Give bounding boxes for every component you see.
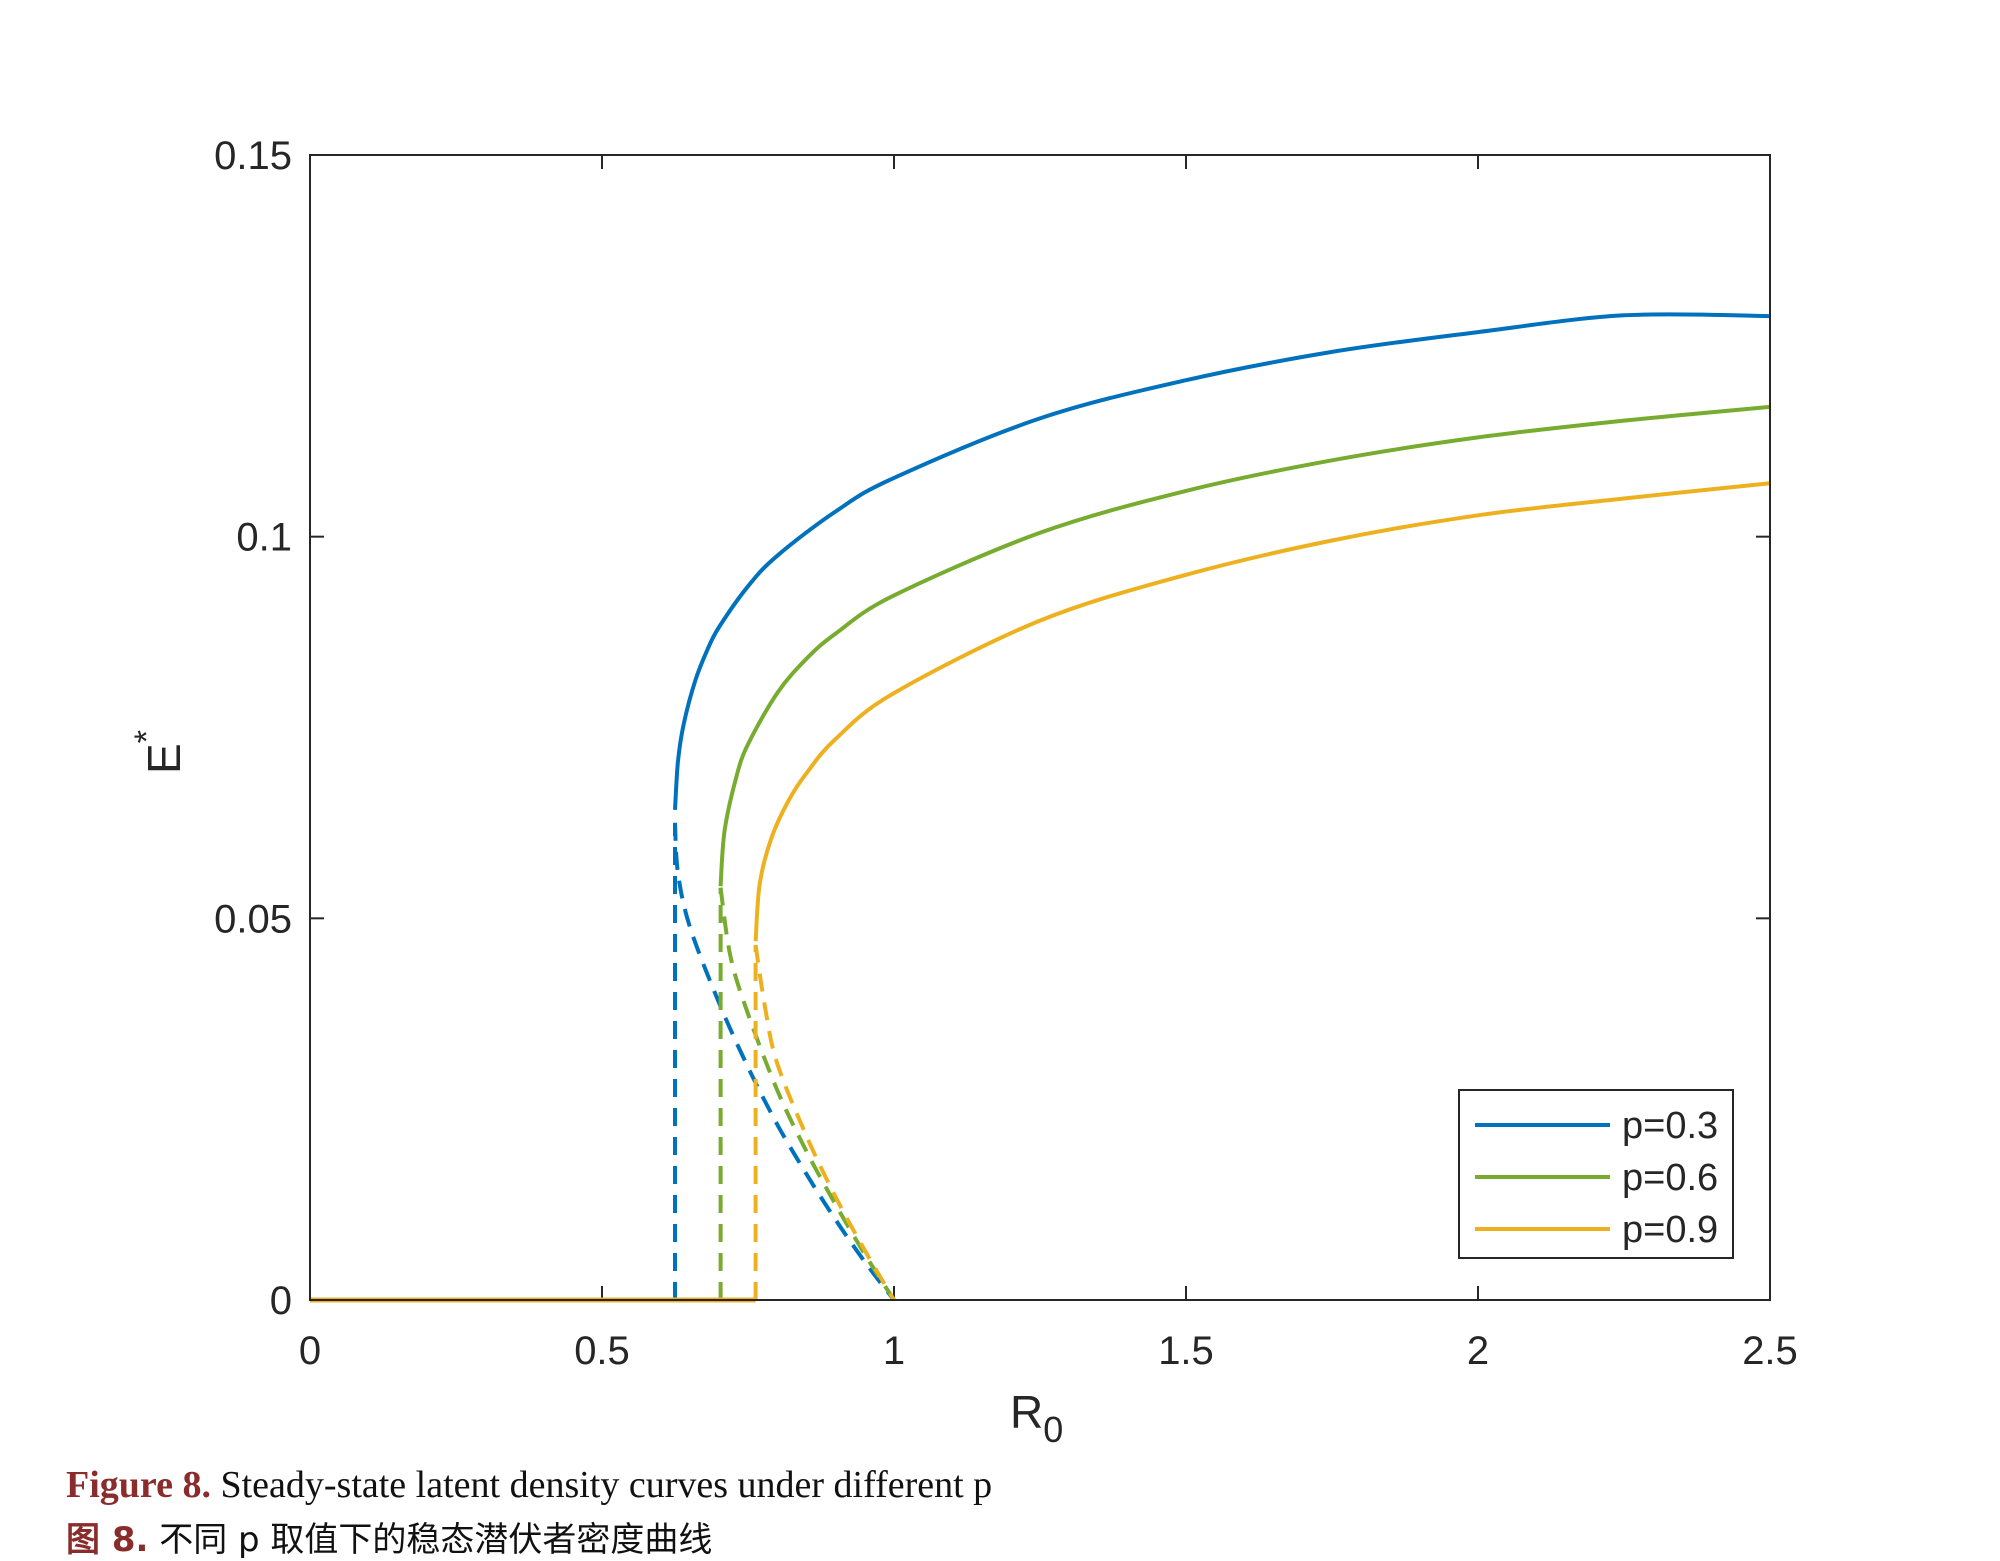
series-p-0-6 [718,404,1771,1302]
series-unstable-branch-p-0-6 [718,887,896,1302]
legend-label-p-0-6: p=0.6 [1622,1157,1718,1199]
y-tick-label: 0.05 [214,897,292,941]
series-unstable-branch-p-0-9 [753,944,896,1302]
legend-label-p-0-3: p=0.3 [1622,1105,1718,1147]
figure-caption-zh: 图 8. 不同 p 取值下的稳态潜伏者密度曲线 [66,1512,712,1561]
x-tick-label: 0 [299,1329,321,1373]
figure-caption-en: Figure 8. Steady-state latent density cu… [66,1463,992,1507]
y-tick-label: 0.1 [236,516,292,560]
y-tick-label: 0 [270,1279,292,1323]
legend: p=0.3 p=0.6 p=0.9 [1458,1089,1734,1259]
plot-frame [309,154,1771,1301]
y-axis-label: E* [128,730,190,774]
y-axis-label-main: E [138,743,190,774]
figure-caption-text-zh: 不同 p 取值下的稳态潜伏者密度曲线 [148,1520,713,1560]
series-stable-branch-p-0-3 [673,312,1771,811]
figure-label-zh: 图 8. [66,1520,149,1560]
series-stable-branch-p-0-6 [718,404,1771,887]
axis-tick-labels: 0 0.5 1 1.5 2 2.5 0 0.05 0.1 0.15 [214,134,1798,1373]
y-tick-label: 0.15 [214,134,292,178]
x-axis-label: R0 [1010,1386,1063,1450]
y-axis-label-superscript: * [128,730,166,743]
x-tick-label: 2 [1467,1329,1489,1373]
x-tick-label: 1 [883,1329,905,1373]
series-p-0-9 [753,481,1771,1302]
x-tick-label: 1.5 [1158,1329,1214,1373]
legend-label-p-0-9: p=0.9 [1622,1209,1718,1251]
x-tick-label: 0.5 [574,1329,630,1373]
figure-caption-text-en: Steady-state latent density curves under… [210,1464,993,1506]
series-stable-branch-p-0-9 [753,481,1771,942]
x-axis-label-subscript: 0 [1043,1409,1063,1450]
figure-label-en: Figure 8. [66,1464,211,1506]
x-axis-label-main: R [1010,1386,1043,1438]
x-tick-label: 2.5 [1742,1329,1798,1373]
series-p-0-3 [673,312,1771,1302]
